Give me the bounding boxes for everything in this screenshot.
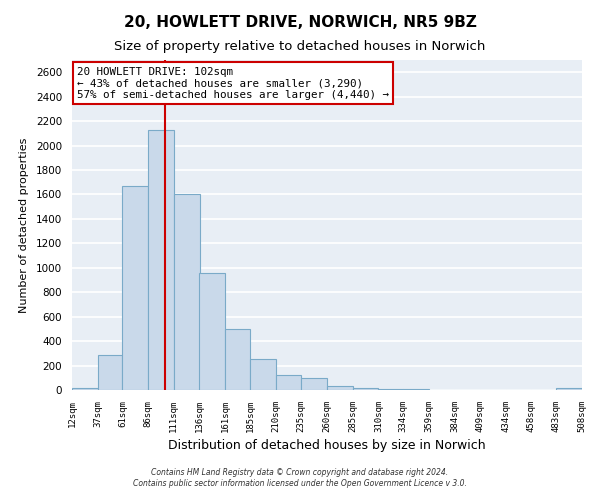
Bar [225, 329, 250, 390]
Y-axis label: Number of detached properties: Number of detached properties [19, 138, 29, 312]
Text: Contains HM Land Registry data © Crown copyright and database right 2024.
Contai: Contains HM Land Registry data © Crown c… [133, 468, 467, 487]
Bar [353, 388, 379, 390]
Text: Size of property relative to detached houses in Norwich: Size of property relative to detached ho… [115, 40, 485, 53]
Text: 20, HOWLETT DRIVE, NORWICH, NR5 9BZ: 20, HOWLETT DRIVE, NORWICH, NR5 9BZ [124, 15, 476, 30]
Text: 20 HOWLETT DRIVE: 102sqm
← 43% of detached houses are smaller (3,290)
57% of sem: 20 HOWLETT DRIVE: 102sqm ← 43% of detach… [77, 66, 389, 100]
Bar [148, 130, 174, 390]
Bar [174, 194, 199, 390]
Bar [275, 376, 301, 390]
Bar [250, 360, 275, 390]
Bar [556, 388, 582, 390]
Bar [327, 386, 353, 390]
Bar [301, 378, 327, 390]
Bar [98, 354, 122, 390]
Bar [72, 388, 98, 390]
X-axis label: Distribution of detached houses by size in Norwich: Distribution of detached houses by size … [168, 439, 486, 452]
Bar [122, 186, 148, 390]
Bar [199, 272, 225, 390]
